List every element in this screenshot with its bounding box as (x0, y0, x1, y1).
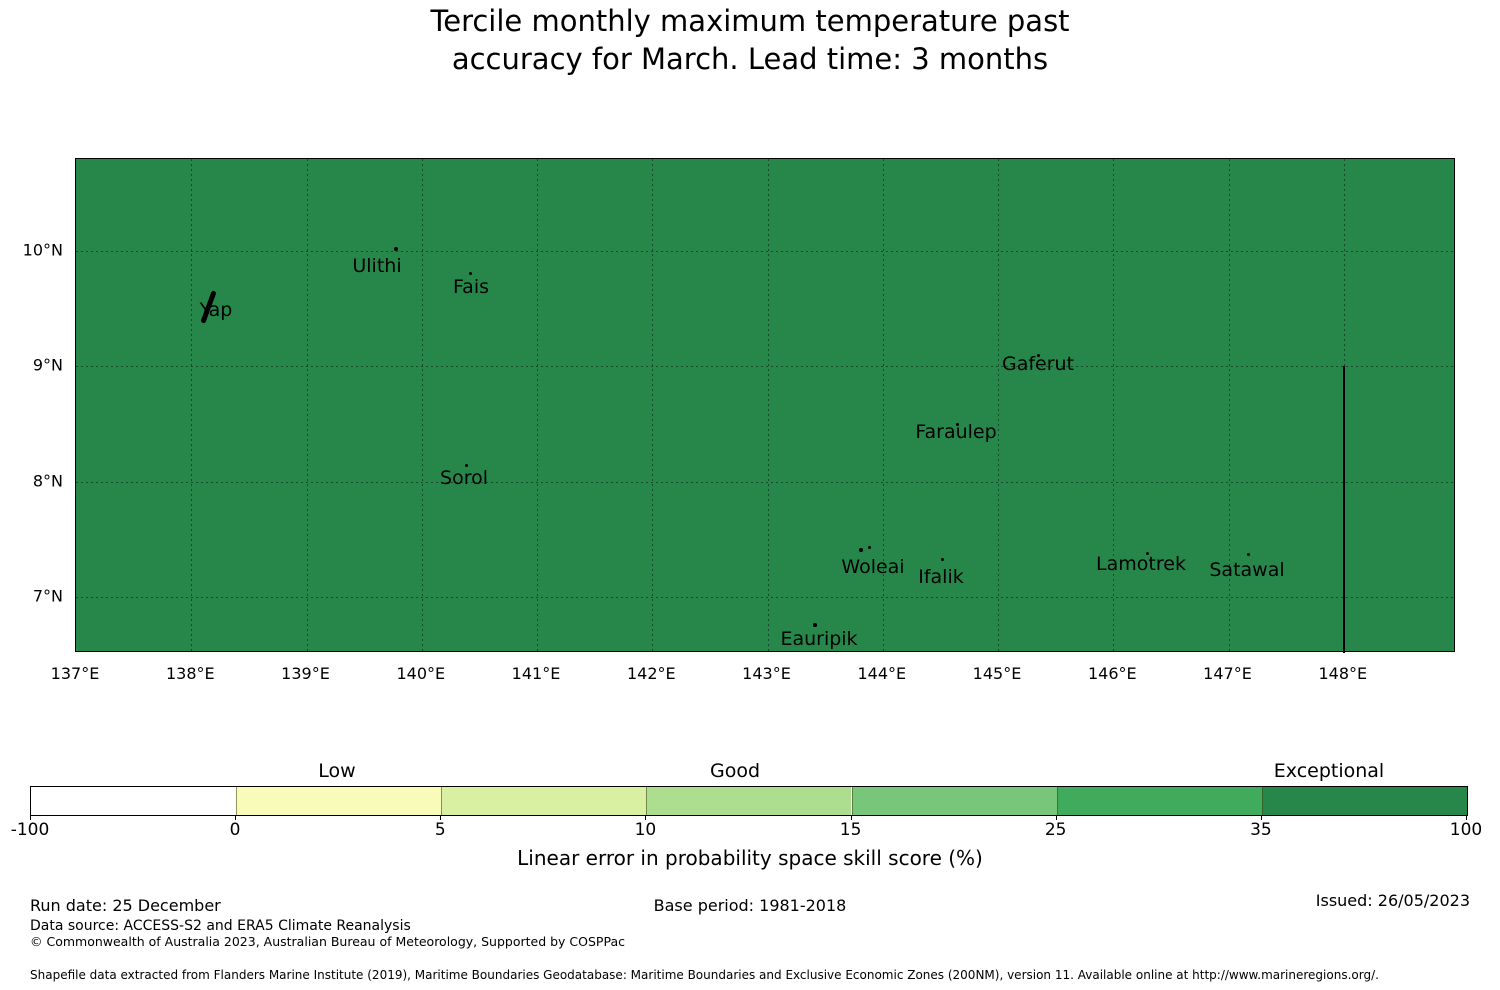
map-panel: Yap Ulithi Fais Gaferut Faraulep Sorol Woleai I… (75, 158, 1455, 653)
colorbar-tick-label: 10 (634, 820, 657, 840)
y-tick-label: 8°N (32, 471, 63, 491)
colorbar-segment (31, 787, 237, 815)
x-tick-label: 147°E (1203, 664, 1252, 683)
latitude-gridline (76, 366, 1454, 368)
colorbar-tick-label: 100 (1449, 820, 1483, 840)
island-label: Ulithi (352, 255, 402, 277)
longitude-gridline (191, 159, 193, 651)
island-label: Sorol (440, 467, 488, 489)
island-dot (867, 545, 871, 549)
island-dot (940, 557, 944, 561)
eez-boundary-line (1342, 366, 1345, 653)
y-tick-label: 10°N (22, 240, 63, 260)
y-tick-label: 9°N (32, 355, 63, 375)
x-tick-label: 139°E (281, 664, 330, 683)
island-dot (1145, 551, 1149, 555)
colorbar-segment (1056, 787, 1262, 815)
longitude-gridline (652, 159, 654, 651)
colorbar-tick-label: 0 (229, 820, 241, 840)
x-tick-label: 146°E (1087, 664, 1137, 683)
island-dot (1246, 552, 1250, 556)
longitude-gridline (767, 159, 769, 651)
colorbar (30, 786, 1468, 816)
island-dot (394, 247, 398, 251)
run-date-text: Run date: 25 December (30, 896, 221, 915)
island-dot (859, 548, 863, 552)
copyright-text: © Commonwealth of Australia 2023, Austra… (30, 934, 625, 949)
colorbar-tick (1260, 815, 1262, 820)
island-label: Faraulep (915, 421, 997, 443)
island-label: Eauripik (780, 628, 858, 650)
longitude-gridline (1228, 159, 1230, 651)
colorbar-tick-label: 35 (1250, 820, 1272, 840)
colorbar-tick (850, 815, 852, 820)
island-label: Satawal (1209, 559, 1285, 581)
x-tick-label: 144°E (857, 664, 907, 683)
colorbar-segment (441, 787, 647, 815)
island-label: Yap (199, 299, 233, 321)
figure-title: Tercile monthly maximum temperature past… (0, 2, 1500, 78)
x-tick-label: 138°E (165, 664, 215, 683)
colorbar-tick (235, 815, 237, 820)
longitude-gridline (882, 159, 884, 651)
latitude-gridline (76, 596, 1454, 598)
island-label: Lamotrek (1096, 553, 1186, 575)
colorbar-axis-label: Linear error in probability space skill … (517, 846, 983, 870)
colorbar-segment (646, 787, 852, 815)
colorbar-category-label: Low (318, 760, 356, 782)
longitude-gridline (421, 159, 423, 651)
longitude-gridline (998, 159, 999, 651)
issued-date-text: Issued: 26/05/2023 (1315, 891, 1470, 910)
colorbar-tick (1466, 815, 1467, 820)
colorbar-tick (1055, 815, 1057, 820)
x-tick-label: 143°E (742, 664, 791, 683)
colorbar-tick-label: 25 (1044, 820, 1067, 840)
x-tick-label: 145°E (972, 664, 1022, 683)
latitude-gridline (76, 481, 1454, 483)
island-dot (1036, 353, 1040, 357)
shapefile-note: Shapefile data extracted from Flanders M… (30, 968, 1379, 982)
colorbar-segment (236, 787, 442, 815)
colorbar-tick-label: -100 (10, 820, 50, 840)
island-label: Woleai (841, 556, 905, 578)
longitude-gridline (537, 159, 538, 651)
base-period-text: Base period: 1981-2018 (653, 896, 847, 915)
colorbar-category-label: Exceptional (1273, 760, 1385, 782)
longitude-gridline (1113, 159, 1115, 651)
colorbar-tick (30, 815, 31, 820)
figure-title-line1: Tercile monthly maximum temperature past (430, 4, 1070, 38)
island-label: Ifalik (918, 566, 964, 588)
longitude-gridline (306, 159, 308, 651)
x-tick-label: 142°E (626, 664, 676, 683)
x-tick-label: 137°E (50, 664, 100, 683)
latitude-gridline (76, 251, 1454, 252)
island-label: Gaferut (1001, 353, 1075, 375)
colorbar-segment (851, 787, 1057, 815)
y-tick-label: 7°N (32, 586, 63, 606)
x-tick-label: 140°E (396, 664, 446, 683)
x-tick-label: 148°E (1318, 664, 1368, 683)
colorbar-tick (440, 815, 442, 820)
island-dot (813, 623, 817, 627)
island-dot (464, 463, 468, 467)
colorbar-category-label: Good (709, 760, 761, 782)
colorbar-tick-label: 5 (434, 820, 446, 840)
data-source-text: Data source: ACCESS-S2 and ERA5 Climate … (30, 918, 411, 934)
island-label: Fais (452, 276, 490, 298)
island-dot (955, 422, 959, 426)
island-dot (468, 271, 472, 275)
colorbar-tick (645, 815, 647, 820)
colorbar-segment (1261, 787, 1467, 815)
colorbar-tick-label: 15 (839, 820, 862, 840)
figure-title-line2: accuracy for March. Lead time: 3 months (451, 42, 1049, 76)
x-tick-label: 141°E (511, 664, 561, 683)
